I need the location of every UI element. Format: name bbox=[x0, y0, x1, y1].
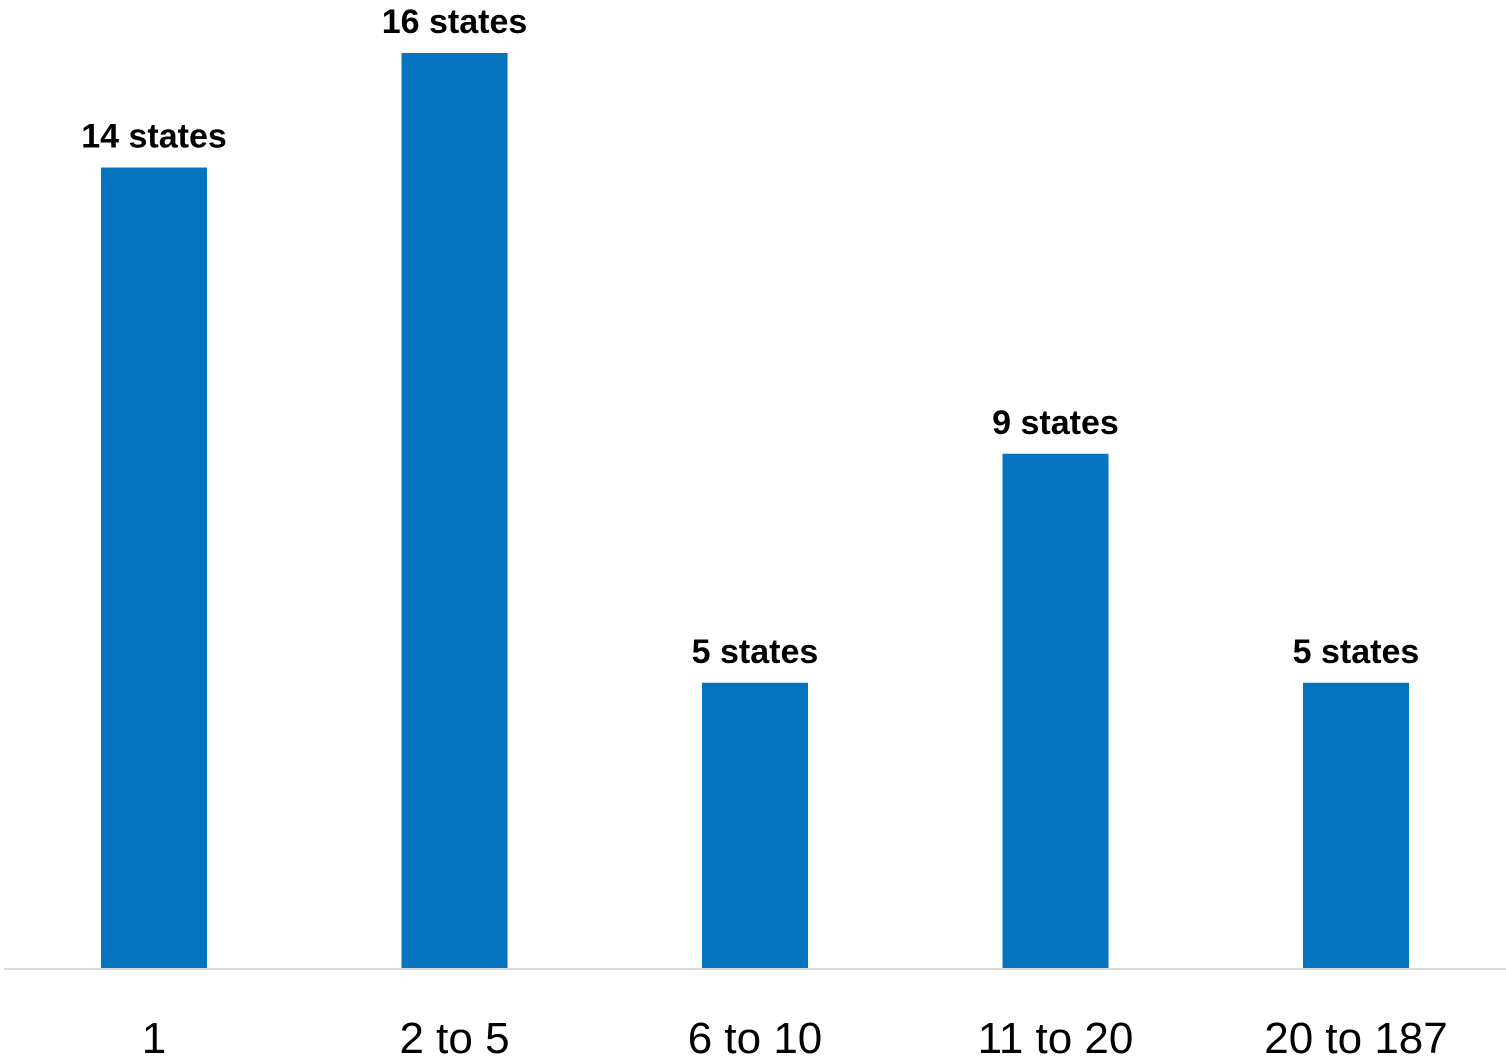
bar bbox=[101, 167, 207, 969]
category-tick-label: 6 to 10 bbox=[688, 1014, 823, 1062]
category-tick-label: 1 bbox=[142, 1014, 166, 1062]
bar bbox=[1002, 453, 1109, 969]
data-label: 14 states bbox=[81, 118, 227, 156]
category-tick-label: 20 to 187 bbox=[1264, 1014, 1448, 1062]
data-label: 5 states bbox=[1293, 633, 1420, 671]
category-tick-label: 2 to 5 bbox=[399, 1014, 509, 1062]
bars-group bbox=[101, 53, 1409, 969]
data-labels-group: 14 states 16 states 5 states 9 states 5 stat… bbox=[81, 3, 1419, 671]
data-label: 5 states bbox=[692, 633, 819, 671]
data-label: 16 states bbox=[382, 3, 528, 41]
category-tick-label: 11 to 20 bbox=[978, 1014, 1134, 1062]
category-labels-group: 1 2 to 5 6 to 10 11 to 20 20 to 187 bbox=[142, 1014, 1448, 1062]
bar bbox=[1303, 682, 1409, 969]
bar bbox=[702, 682, 808, 969]
data-label: 9 states bbox=[992, 404, 1119, 442]
bar bbox=[401, 53, 508, 969]
